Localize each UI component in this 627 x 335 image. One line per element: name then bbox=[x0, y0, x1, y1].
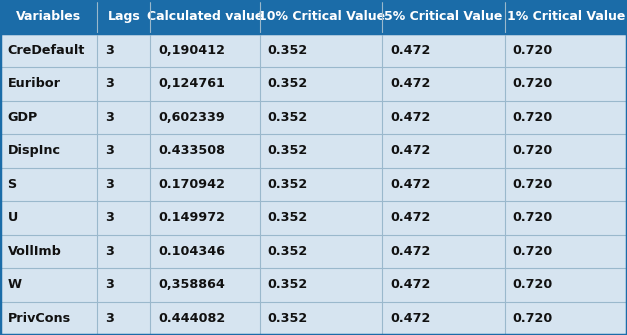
Text: 0,602339: 0,602339 bbox=[158, 111, 224, 124]
Text: 0.352: 0.352 bbox=[268, 144, 308, 157]
Text: 0.472: 0.472 bbox=[390, 144, 430, 157]
Text: 0.720: 0.720 bbox=[512, 77, 552, 90]
Text: 0.104346: 0.104346 bbox=[158, 245, 225, 258]
Text: 1% Critical Value: 1% Critical Value bbox=[507, 10, 625, 23]
Text: 0.472: 0.472 bbox=[390, 312, 430, 325]
Text: 3: 3 bbox=[105, 278, 113, 291]
Text: GDP: GDP bbox=[8, 111, 38, 124]
Text: 0.170942: 0.170942 bbox=[158, 178, 225, 191]
Text: 0.444082: 0.444082 bbox=[158, 312, 225, 325]
Text: 0.352: 0.352 bbox=[268, 111, 308, 124]
Text: 10% Critical Value: 10% Critical Value bbox=[258, 10, 385, 23]
Text: Euribor: Euribor bbox=[8, 77, 61, 90]
Text: 0.720: 0.720 bbox=[512, 178, 552, 191]
Text: U: U bbox=[8, 211, 18, 224]
Text: W: W bbox=[8, 278, 22, 291]
Text: 3: 3 bbox=[105, 77, 113, 90]
Text: 0.472: 0.472 bbox=[390, 211, 430, 224]
Text: 0.352: 0.352 bbox=[268, 278, 308, 291]
Text: 3: 3 bbox=[105, 245, 113, 258]
Bar bbox=[97, 0, 150, 34]
Text: 0,358864: 0,358864 bbox=[158, 278, 225, 291]
Text: 0.352: 0.352 bbox=[268, 245, 308, 258]
Text: 0.352: 0.352 bbox=[268, 211, 308, 224]
Text: 0.472: 0.472 bbox=[390, 111, 430, 124]
Text: 0.149972: 0.149972 bbox=[158, 211, 225, 224]
Text: Lags: Lags bbox=[107, 10, 140, 23]
Text: Variables: Variables bbox=[16, 10, 81, 23]
Text: 0.720: 0.720 bbox=[512, 245, 552, 258]
Text: 3: 3 bbox=[105, 111, 113, 124]
Text: CreDefault: CreDefault bbox=[8, 44, 85, 57]
Text: 0.720: 0.720 bbox=[512, 144, 552, 157]
Text: 0.720: 0.720 bbox=[512, 111, 552, 124]
Text: S: S bbox=[8, 178, 17, 191]
Text: 0.720: 0.720 bbox=[512, 278, 552, 291]
Text: 0.472: 0.472 bbox=[390, 44, 430, 57]
Text: 3: 3 bbox=[105, 211, 113, 224]
Text: 0.472: 0.472 bbox=[390, 278, 430, 291]
Text: 3: 3 bbox=[105, 312, 113, 325]
Text: 0.472: 0.472 bbox=[390, 178, 430, 191]
Text: VollImb: VollImb bbox=[8, 245, 61, 258]
Text: 0.352: 0.352 bbox=[268, 178, 308, 191]
Text: 0.720: 0.720 bbox=[512, 312, 552, 325]
Text: 0.352: 0.352 bbox=[268, 44, 308, 57]
Text: 0.352: 0.352 bbox=[268, 77, 308, 90]
Text: 0.472: 0.472 bbox=[390, 77, 430, 90]
Text: 3: 3 bbox=[105, 144, 113, 157]
Text: 0.720: 0.720 bbox=[512, 44, 552, 57]
Text: 0,124761: 0,124761 bbox=[158, 77, 225, 90]
Text: DispInc: DispInc bbox=[8, 144, 61, 157]
Text: 3: 3 bbox=[105, 178, 113, 191]
Text: 0.352: 0.352 bbox=[268, 312, 308, 325]
Text: 3: 3 bbox=[105, 44, 113, 57]
Text: PrivCons: PrivCons bbox=[8, 312, 71, 325]
Text: 0.433508: 0.433508 bbox=[158, 144, 225, 157]
Text: 5% Critical Value: 5% Critical Value bbox=[384, 10, 503, 23]
Text: 0.472: 0.472 bbox=[390, 245, 430, 258]
Text: 0,190412: 0,190412 bbox=[158, 44, 225, 57]
Text: 0.720: 0.720 bbox=[512, 211, 552, 224]
Text: Calculated value: Calculated value bbox=[147, 10, 263, 23]
